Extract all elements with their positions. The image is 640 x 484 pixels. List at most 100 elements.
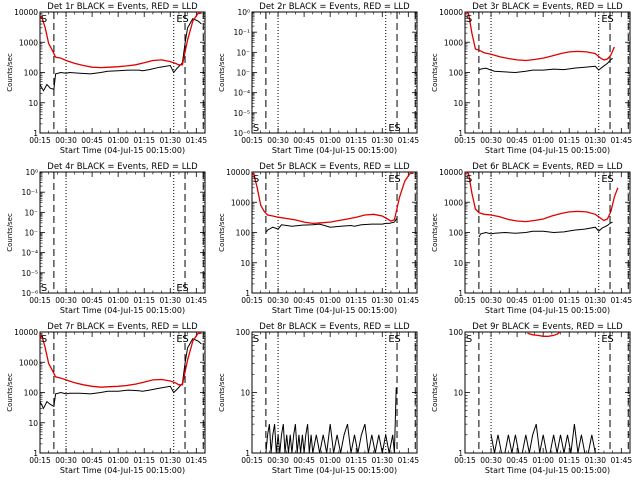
x-tick-label: 00:15 bbox=[241, 136, 263, 145]
x-tick-label: 00:30 bbox=[480, 136, 502, 145]
marker-label-s: S bbox=[253, 123, 259, 134]
x-tick-label: 01:45 bbox=[186, 136, 208, 145]
x-tick-label: 00:30 bbox=[267, 136, 289, 145]
marker-label-s: S bbox=[607, 14, 613, 25]
marker-label-s: S bbox=[41, 14, 47, 25]
y-tick-label: 10⁻⁴ bbox=[233, 89, 250, 98]
chart-title: Det 1r BLACK = Events, RED = LLD bbox=[47, 2, 198, 12]
x-tick-label: 00:45 bbox=[81, 136, 103, 145]
x-tick-label: 00:15 bbox=[29, 136, 51, 145]
y-axis-label: Counts/sec bbox=[431, 373, 439, 412]
y-tick-label: 100 bbox=[236, 229, 251, 238]
y-tick-label: 10⁻¹ bbox=[21, 188, 38, 197]
y-axis-label: Counts/sec bbox=[218, 373, 226, 412]
marker-label-s: S bbox=[394, 174, 400, 185]
x-tick-label: 00:15 bbox=[454, 136, 476, 145]
y-tick-label: 1000 bbox=[444, 198, 463, 207]
x-tick-label: 00:15 bbox=[29, 296, 51, 305]
x-axis-label: Start Time (04-Jul-15 00:15:00) bbox=[485, 146, 610, 155]
marker-label-s: S bbox=[394, 123, 400, 134]
x-tick-label: 00:30 bbox=[55, 136, 77, 145]
x-tick-label: 01:00 bbox=[319, 136, 341, 145]
x-tick-label: 00:15 bbox=[454, 456, 476, 465]
y-tick-label: 1000 bbox=[19, 358, 38, 367]
y-axis-label: Counts/sec bbox=[6, 213, 14, 252]
x-tick-label: 01:45 bbox=[398, 456, 420, 465]
x-tick-label: 00:15 bbox=[241, 296, 263, 305]
x-tick-label: 00:15 bbox=[241, 456, 263, 465]
x-tick-label: 01:45 bbox=[186, 456, 208, 465]
chart-panel-2: Det 2r BLACK = Events, RED = LLD10⁻⁶10⁻⁵… bbox=[218, 2, 419, 155]
marker-label-s: S bbox=[466, 14, 472, 25]
x-tick-label: 01:00 bbox=[107, 136, 129, 145]
x-tick-label: 01:45 bbox=[398, 136, 420, 145]
marker-label-s: S bbox=[394, 334, 400, 345]
series-line-events bbox=[479, 222, 613, 237]
y-tick-label: 10⁻⁵ bbox=[21, 269, 38, 278]
marker-label-s: S bbox=[182, 14, 188, 25]
y-tick-label: 10 bbox=[240, 259, 250, 268]
y-tick-label: 10⁰ bbox=[25, 168, 38, 177]
series-line-lld bbox=[465, 172, 618, 222]
chart-title: Det 4r BLACK = Events, RED = LLD bbox=[47, 162, 198, 172]
x-tick-label: 00:45 bbox=[293, 296, 315, 305]
x-tick-label: 01:45 bbox=[611, 456, 633, 465]
y-tick-label: 100 bbox=[236, 328, 251, 337]
x-tick-label: 00:45 bbox=[506, 296, 528, 305]
chart-panel-3: Det 3r BLACK = Events, RED = LLD11010010… bbox=[431, 2, 632, 155]
x-tick-label: 01:00 bbox=[107, 296, 129, 305]
y-tick-label: 10000 bbox=[439, 8, 463, 17]
y-axis-label: Counts/sec bbox=[431, 213, 439, 252]
x-tick-label: 01:00 bbox=[532, 296, 554, 305]
x-tick-label: 00:30 bbox=[55, 456, 77, 465]
marker-label-s: S bbox=[607, 174, 613, 185]
y-tick-label: 10 bbox=[28, 419, 38, 428]
x-tick-label: 01:30 bbox=[159, 296, 181, 305]
plot-frame bbox=[40, 332, 205, 453]
x-tick-label: 00:45 bbox=[81, 456, 103, 465]
y-axis-label: Counts/sec bbox=[6, 373, 14, 412]
x-tick-label: 00:45 bbox=[81, 296, 103, 305]
y-tick-label: 10 bbox=[240, 389, 250, 398]
x-tick-label: 01:15 bbox=[133, 136, 155, 145]
chart-title: Det 2r BLACK = Events, RED = LLD bbox=[259, 2, 410, 12]
x-axis-label: Start Time (04-Jul-15 00:15:00) bbox=[60, 466, 185, 475]
x-tick-label: 01:15 bbox=[133, 456, 155, 465]
x-axis-label: Start Time (04-Jul-15 00:15:00) bbox=[272, 466, 397, 475]
chart-title: Det 7r BLACK = Events, RED = LLD bbox=[47, 322, 198, 332]
y-tick-label: 10⁻⁳ bbox=[236, 69, 250, 78]
x-tick-label: 01:30 bbox=[584, 296, 606, 305]
x-tick-label: 00:30 bbox=[55, 296, 77, 305]
y-tick-label: 10 bbox=[28, 99, 38, 108]
y-tick-label: 10⁻⁲ bbox=[24, 208, 38, 217]
x-tick-label: 01:15 bbox=[558, 456, 580, 465]
x-axis-label: Start Time (04-Jul-15 00:15:00) bbox=[485, 306, 610, 315]
x-tick-label: 00:30 bbox=[267, 296, 289, 305]
plot-frame bbox=[465, 332, 630, 453]
y-tick-label: 100 bbox=[449, 69, 464, 78]
x-tick-label: 01:30 bbox=[159, 136, 181, 145]
plot-frame bbox=[40, 12, 205, 133]
y-tick-label: 10000 bbox=[439, 168, 463, 177]
y-tick-label: 100 bbox=[449, 328, 464, 337]
x-tick-label: 01:00 bbox=[319, 296, 341, 305]
x-tick-label: 00:30 bbox=[267, 456, 289, 465]
y-tick-label: 10000 bbox=[226, 168, 250, 177]
series-line-events bbox=[479, 58, 613, 72]
x-tick-label: 01:15 bbox=[133, 296, 155, 305]
x-tick-label: 00:45 bbox=[506, 456, 528, 465]
plot-frame bbox=[252, 172, 417, 293]
marker-label-s: S bbox=[41, 283, 47, 294]
chart-panel-4: Det 4r BLACK = Events, RED = LLD10⁻⁶10⁻⁵… bbox=[6, 162, 207, 315]
series-line-lld bbox=[528, 332, 561, 336]
plot-frame bbox=[40, 172, 205, 293]
x-tick-label: 00:45 bbox=[293, 136, 315, 145]
y-tick-label: 10000 bbox=[14, 8, 38, 17]
plot-frame bbox=[465, 172, 630, 293]
marker-label-s: S bbox=[466, 334, 472, 345]
y-axis-label: Counts/sec bbox=[218, 53, 226, 92]
x-axis-label: Start Time (04-Jul-15 00:15:00) bbox=[60, 306, 185, 315]
marker-label-s: S bbox=[182, 334, 188, 345]
x-tick-label: 01:15 bbox=[558, 136, 580, 145]
x-tick-label: 00:30 bbox=[480, 296, 502, 305]
